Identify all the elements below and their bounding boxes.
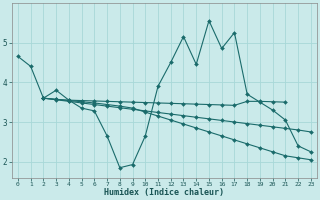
X-axis label: Humidex (Indice chaleur): Humidex (Indice chaleur)	[104, 188, 224, 197]
